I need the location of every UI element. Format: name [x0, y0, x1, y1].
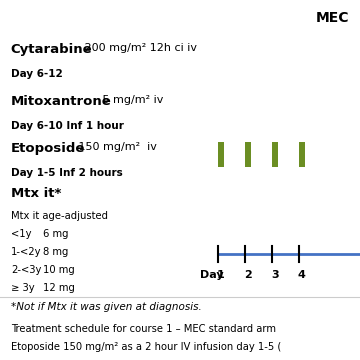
Text: Treatment schedule for course 1 – MEC standard arm: Treatment schedule for course 1 – MEC st… — [11, 324, 276, 334]
Text: Day 6-10 Inf 1 hour: Day 6-10 Inf 1 hour — [11, 121, 124, 131]
Text: 150 mg/m²  iv: 150 mg/m² iv — [75, 142, 157, 152]
Text: <1y: <1y — [11, 229, 31, 239]
Text: 5 mg/m² iv: 5 mg/m² iv — [99, 95, 163, 105]
Text: 12 mg: 12 mg — [43, 283, 75, 293]
Bar — [272, 142, 278, 167]
Text: Day 6-12: Day 6-12 — [11, 69, 63, 79]
Text: Day 1-5 Inf 2 hours: Day 1-5 Inf 2 hours — [11, 168, 122, 178]
Text: Mtx it*: Mtx it* — [11, 187, 61, 200]
Text: 1: 1 — [217, 270, 225, 280]
Text: 3: 3 — [271, 270, 279, 280]
Text: ≥ 3y: ≥ 3y — [11, 283, 35, 293]
Text: 2-<3y: 2-<3y — [11, 265, 41, 275]
Text: 10 mg: 10 mg — [43, 265, 75, 275]
Text: Etoposide 150 mg/m² as a 2 hour IV infusion day 1-5 (: Etoposide 150 mg/m² as a 2 hour IV infus… — [11, 342, 281, 352]
Text: MEC: MEC — [316, 11, 349, 25]
Bar — [245, 142, 251, 167]
Text: 6 mg: 6 mg — [43, 229, 69, 239]
Text: *Not if Mtx it was given at diagnosis.: *Not if Mtx it was given at diagnosis. — [11, 302, 202, 312]
Text: Etoposide: Etoposide — [11, 142, 85, 155]
Text: Cytarabine: Cytarabine — [11, 43, 93, 56]
Bar — [299, 142, 305, 167]
Text: 1-<2y: 1-<2y — [11, 247, 41, 257]
Text: Mitoxantrone: Mitoxantrone — [11, 95, 112, 108]
Bar — [218, 142, 224, 167]
Text: Day: Day — [200, 270, 224, 280]
Text: 4: 4 — [298, 270, 306, 280]
Text: 200 mg/m² 12h ci iv: 200 mg/m² 12h ci iv — [81, 43, 197, 53]
Text: 8 mg: 8 mg — [43, 247, 68, 257]
Text: Mtx it age-adjusted: Mtx it age-adjusted — [11, 211, 108, 221]
Text: 2: 2 — [244, 270, 252, 280]
